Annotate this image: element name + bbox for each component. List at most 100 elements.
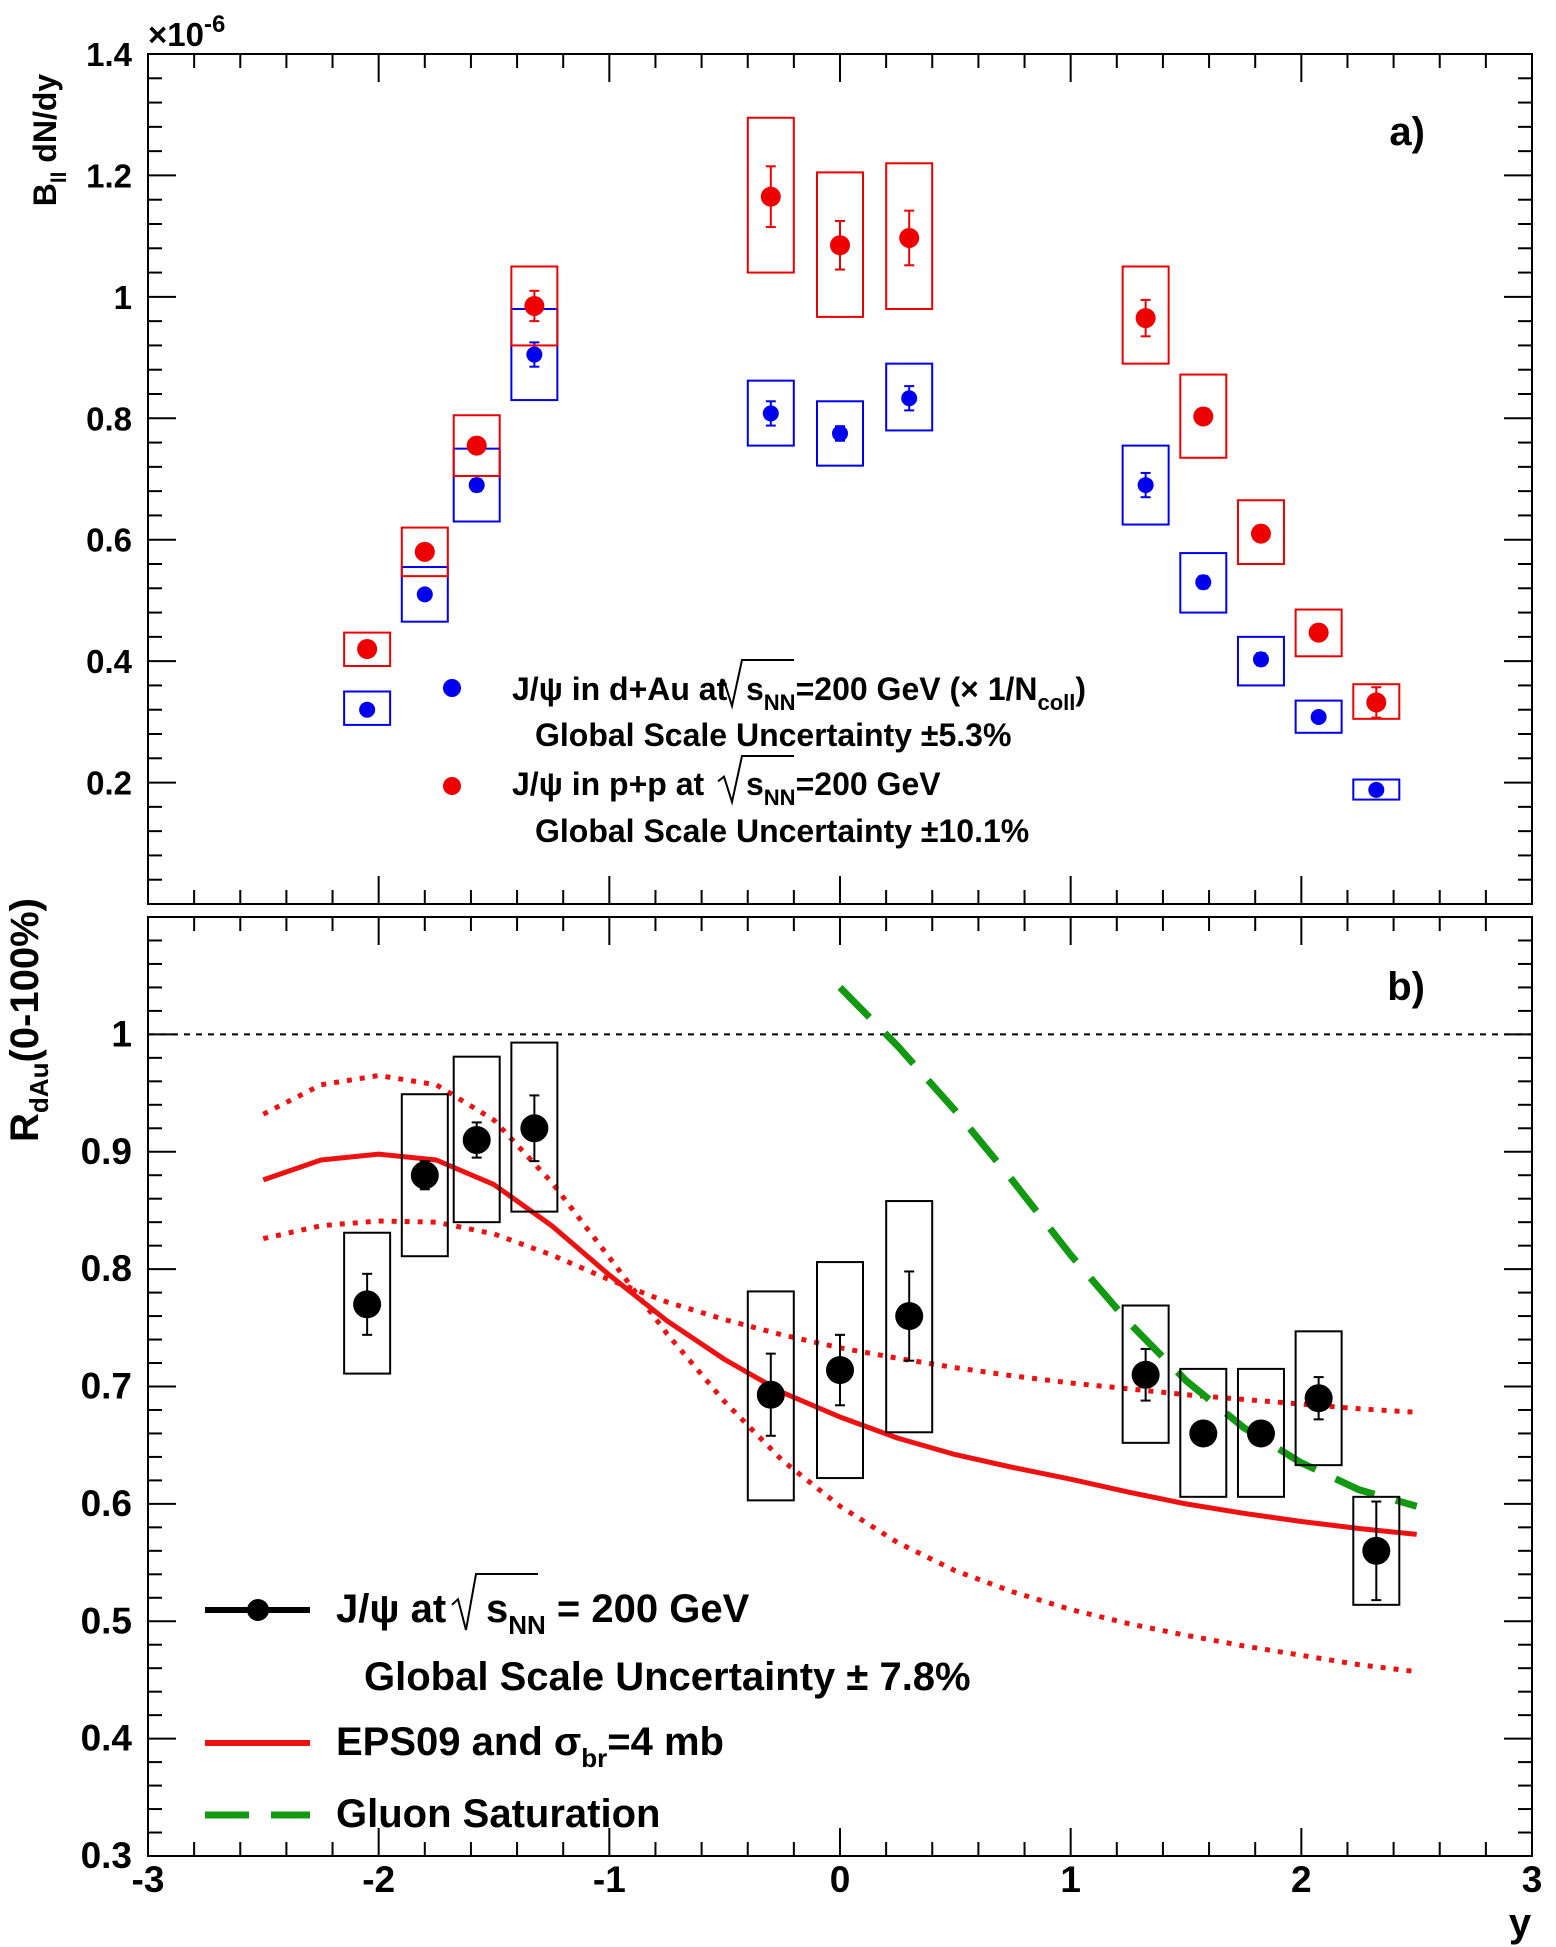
dau-series-point (901, 390, 918, 407)
x-tick-label: -2 (362, 1859, 395, 1900)
pp-series-sys-box (1179, 373, 1228, 459)
legend-a-pp-radical (717, 755, 794, 806)
y-tick-label-a: 0.4 (86, 643, 133, 680)
pp-series-sys-box (510, 265, 559, 347)
rdau-series-point (410, 1161, 439, 1190)
dau-series-sys-box (343, 690, 392, 726)
legend-b-jpsi-note: Global Scale Uncertainty ± 7.8% (364, 1655, 971, 1699)
pp-series-sys-box (400, 526, 449, 578)
legend-a-entry-pp-rest: sNN=200 GeV (746, 766, 941, 810)
dau-series-point (1195, 574, 1212, 591)
pp-series-point (1308, 622, 1329, 643)
dau-series-sys-box (746, 379, 795, 447)
pp-series-point (899, 227, 920, 248)
rdau-series-point (353, 1290, 382, 1319)
y-tick-label-b: 0.3 (81, 1835, 132, 1876)
legend-a-marker (443, 679, 461, 697)
legend-a-marker (443, 777, 461, 795)
rdau-series-point (1189, 1419, 1218, 1448)
legend-b-entry-jpsi: J/ψ at (336, 1587, 446, 1631)
y-axis-title-a-main: B (27, 183, 63, 206)
rdau-series-sys-box (1121, 1304, 1170, 1444)
pp-series-sys-box (1352, 683, 1401, 720)
panel-b: 0.3 0.4 0.5 0.6 0.7 0.8 0.9 1 -3 -2 -1 0 1 2 3 RdAu(0-1… (3, 898, 1542, 1945)
pp-series-sys-box (343, 631, 392, 667)
x-tick-label: -3 (132, 1859, 165, 1900)
legend-a-pp-pre: J/ψ in p+p at (512, 766, 704, 802)
y-tick-label-b: 0.8 (81, 1248, 132, 1289)
dau-series-point (1310, 709, 1327, 725)
rdau-series-point (520, 1114, 549, 1143)
y-tick-label-a: 0.2 (86, 765, 132, 802)
dau-series-point (359, 701, 376, 718)
rdau-series-point (462, 1126, 491, 1155)
y-tick-label-b: 1 (111, 1013, 132, 1054)
y-axis-title-b-main: R (3, 1113, 47, 1142)
legend-a-pp-s: s (746, 766, 764, 802)
legend-b-jpsi-nn: NN (508, 1610, 546, 1640)
legend-b-entry-jpsi-rest: sNN = 200 GeV (486, 1587, 750, 1640)
dau-series-point (1137, 477, 1154, 494)
y-axis-title-b-sub: dAu (24, 1063, 54, 1114)
dau-series-point (526, 346, 543, 363)
y-exponent-base: ×10 (148, 16, 204, 53)
dau-series-point (468, 477, 485, 494)
pp-series-point (1135, 308, 1156, 329)
dau-series-point (762, 405, 779, 422)
y-tick-label-b: 0.9 (81, 1131, 132, 1172)
legend-a-entry-dau-rest: sNN=200 GeV (× 1/Ncoll) (746, 671, 1086, 715)
legend-a-entry-pp: J/ψ in p+p at (512, 766, 704, 802)
pp-series-point (760, 186, 781, 207)
rdau-series-point (826, 1356, 854, 1385)
x-tick-label: 2 (1291, 1859, 1312, 1900)
legend-b-jpsi-pre: J/ψ at (336, 1587, 446, 1631)
legend-b-eps-post: =4 mb (607, 1720, 724, 1764)
pp-series-point (466, 435, 487, 456)
dau-series-point (416, 586, 433, 603)
rdau-series-sys-box (1179, 1367, 1228, 1498)
y-tick-label-b: 0.4 (81, 1718, 133, 1759)
pp-series-sys-box (452, 414, 501, 477)
legend-b-eps-pre: EPS09 and σ (336, 1720, 581, 1764)
y-axis-title-a-sub: ll (48, 172, 71, 184)
y-axis-title-b: RdAu(0-100%) (3, 898, 54, 1142)
rdau-series-sys-box (1236, 1367, 1285, 1498)
dau-series-point (832, 425, 848, 442)
curve-solid-0 (262, 1151, 1417, 1537)
rdau-series-sys-box (452, 1055, 501, 1224)
legend-a-dau-s: s (746, 671, 764, 707)
y-tick-label-b: 0.7 (81, 1366, 132, 1407)
pp-series-sys-box (885, 162, 934, 310)
y-axis-title-a-rest: dN/dy (27, 74, 63, 172)
x-tick-label: 0 (830, 1859, 851, 1900)
legend-b-jpsi-post: = 200 GeV (546, 1587, 750, 1631)
rdau-series-sys-box (885, 1200, 934, 1434)
y-tick-label-b: 0.6 (81, 1483, 132, 1524)
legend-b-jpsi-radical (451, 1573, 538, 1631)
curve-dashed-3 (837, 984, 1418, 1510)
legend-a-dau-radical (717, 659, 794, 710)
x-tick-label: 1 (1060, 1859, 1081, 1900)
legend-a-pp-nn: NN (764, 785, 796, 810)
y-tick-label-a: 1.2 (86, 157, 132, 194)
pp-series-sys-box (1236, 499, 1285, 565)
dau-series-sys-box (885, 362, 934, 432)
pp-series-point (1193, 406, 1214, 427)
y-tick-label-b: 0.5 (81, 1600, 132, 1641)
pp-series-sys-box (1294, 608, 1343, 658)
legend-a-dau-pre: J/ψ in d+Au at (512, 671, 728, 707)
dau-series-sys-box (1294, 699, 1343, 734)
rdau-series-sys-box (1352, 1495, 1401, 1606)
legend-a-entry-dau: J/ψ in d+Au at (512, 671, 728, 707)
y-exponent-power: -6 (204, 11, 225, 38)
x-tick-label: 3 (1522, 1859, 1543, 1900)
pp-series-point (1366, 692, 1387, 713)
legend-b-eps-br: br (581, 1743, 607, 1773)
pp-series-point (524, 295, 545, 316)
dau-series-sys-box (816, 400, 864, 467)
legend-a-dau-coll: coll (1038, 690, 1076, 715)
y-tick-label-a: 0.8 (86, 400, 132, 437)
panel-label-a: a) (1389, 110, 1425, 154)
